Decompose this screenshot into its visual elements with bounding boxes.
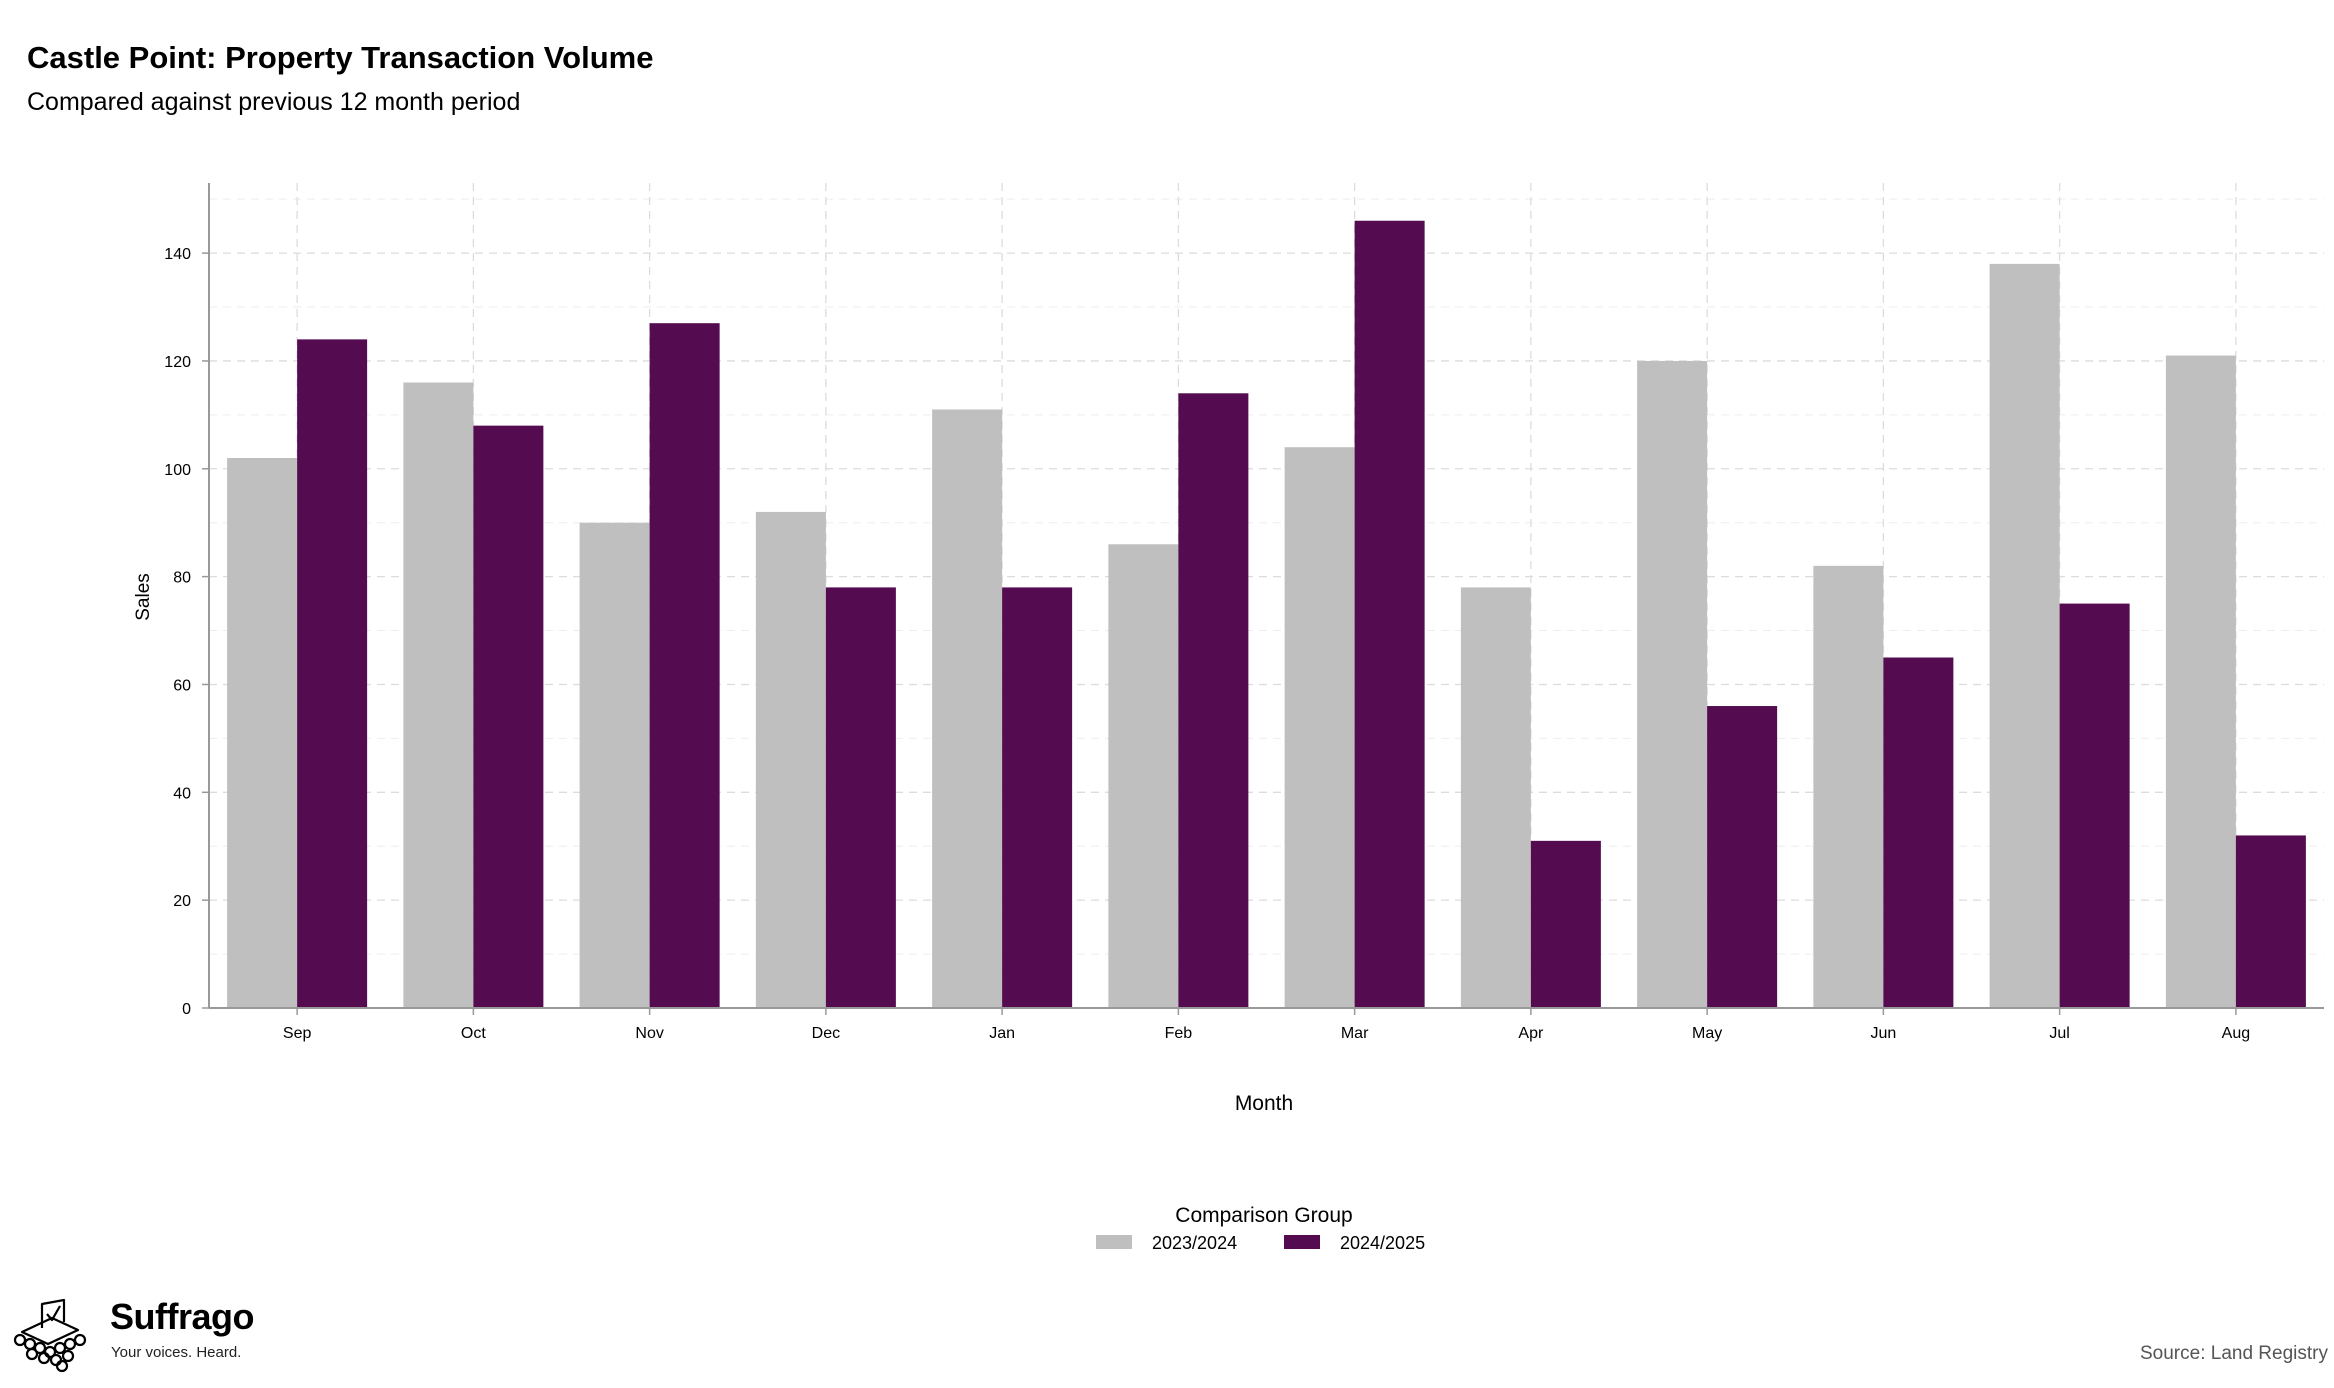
bar-feb-2023-2024: [1108, 544, 1179, 1008]
bar-nov-2024-2025: [649, 323, 720, 1009]
legend-title: Comparison Group: [1175, 1204, 1352, 1227]
source-note: Source: Land Registry: [2140, 1343, 2328, 1364]
brand-tagline: Your voices. Heard.: [111, 1344, 242, 1361]
x-tick-label: Nov: [635, 1025, 663, 1042]
bar-apr-2023-2024: [1460, 587, 1531, 1008]
bar-jan-2024-2025: [1002, 587, 1073, 1008]
y-axis-label: Sales: [133, 573, 154, 621]
bar-oct-2024-2025: [473, 425, 544, 1008]
x-tick-label: Feb: [1165, 1025, 1193, 1042]
bar-aug-2023-2024: [2165, 355, 2236, 1008]
legend: Comparison Group 2023/2024 2024/2025: [1096, 1204, 1425, 1253]
brand-logo: Suffrago Your voices. Heard.: [12, 1296, 272, 1376]
bar-feb-2024-2025: [1178, 393, 1249, 1008]
bar-jul-2024-2025: [2059, 603, 2130, 1008]
bar-jun-2024-2025: [1883, 657, 1954, 1008]
bar-nov-2023-2024: [579, 522, 650, 1008]
x-tick-label: Jun: [1870, 1025, 1896, 1042]
x-axis-label: Month: [1235, 1092, 1293, 1115]
tick-labels: 0 20 40 60 80 100 120 140 Sep Oct Nov Dec Jan Feb Mar A…: [164, 246, 2250, 1042]
legend-swatch-2023-2024: [1096, 1235, 1132, 1249]
x-tick-label: Apr: [1518, 1025, 1544, 1042]
legend-label-2024-2025: 2024/2025: [1340, 1233, 1425, 1253]
x-tick-label: Mar: [1341, 1025, 1369, 1042]
x-tick-label: Oct: [461, 1025, 486, 1042]
bar-sep-2024-2025: [297, 339, 368, 1008]
x-tick-label: May: [1692, 1025, 1722, 1042]
bar-may-2023-2024: [1637, 360, 1708, 1008]
y-tick-label: 100: [164, 462, 191, 479]
bar-jul-2023-2024: [1989, 263, 2060, 1009]
y-tick-label: 40: [173, 785, 191, 802]
y-tick-label: 60: [173, 677, 191, 694]
y-tick-label: 0: [182, 1001, 191, 1018]
x-tick-label: Jan: [989, 1025, 1015, 1042]
y-tick-label: 120: [164, 354, 191, 371]
legend-label-2023-2024: 2023/2024: [1152, 1233, 1237, 1253]
bar-jan-2023-2024: [932, 409, 1003, 1008]
brand-name: Suffrago: [110, 1296, 255, 1337]
y-tick-label: 20: [173, 893, 191, 910]
bar-oct-2023-2024: [403, 382, 474, 1009]
bars: [227, 220, 2306, 1009]
y-tick-label: 80: [173, 570, 191, 587]
bar-jun-2023-2024: [1813, 565, 1884, 1008]
bar-dec-2024-2025: [825, 587, 896, 1008]
bar-may-2024-2025: [1707, 706, 1778, 1008]
bar-apr-2024-2025: [1530, 840, 1601, 1008]
x-tick-label: Jul: [2049, 1025, 2069, 1042]
axes: [202, 183, 2324, 1015]
bar-dec-2023-2024: [755, 511, 826, 1008]
ballot-box-icon: [13, 1298, 87, 1373]
legend-swatch-2024-2025: [1284, 1235, 1320, 1249]
x-tick-label: Dec: [812, 1025, 840, 1042]
bar-mar-2023-2024: [1284, 447, 1355, 1008]
chart-title: Castle Point: Property Transaction Volum…: [27, 40, 654, 75]
bar-mar-2024-2025: [1354, 220, 1425, 1008]
x-tick-label: Sep: [283, 1025, 312, 1042]
x-tick-label: Aug: [2222, 1025, 2250, 1042]
bar-sep-2023-2024: [227, 458, 298, 1008]
bar-aug-2024-2025: [2235, 835, 2306, 1008]
chart-subtitle: Compared against previous 12 month perio…: [27, 88, 521, 116]
y-tick-label: 140: [164, 246, 191, 263]
